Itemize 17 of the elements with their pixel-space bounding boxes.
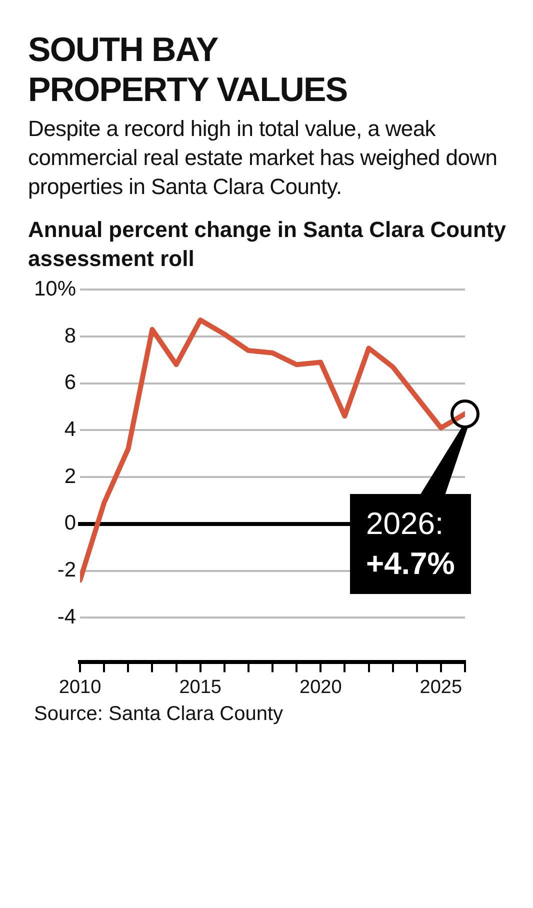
x-tick-label: 2010 [58, 676, 102, 698]
chart-title: SOUTH BAY PROPERTY VALUES [28, 30, 348, 110]
y-tick-label: 8 [64, 324, 76, 348]
y-tick-label: 2 [64, 464, 76, 488]
x-tick-label: 2015 [179, 676, 222, 698]
y-tick-label: -2 [57, 558, 76, 582]
x-tick-label: 2025 [420, 676, 462, 698]
y-tick-label: 6 [64, 371, 76, 394]
source-note: Source: Santa Clara County [34, 703, 284, 726]
y-tick-label: 0 [64, 512, 76, 535]
annotation: 2026: +4.7% [366, 506, 455, 583]
y-tick-label: 10% [34, 277, 76, 300]
y-tick-label: -4 [57, 605, 76, 628]
chart-subtitle: Despite a record high in total value, a weak commercial real estate market has weighed down properties in Santa Clara County. [28, 115, 498, 201]
x-tick-label: 2020 [299, 676, 342, 698]
y-tick-label: 4 [64, 418, 76, 441]
y-axis-title: Annual percent change in Santa Clara County assessment roll [28, 216, 507, 273]
